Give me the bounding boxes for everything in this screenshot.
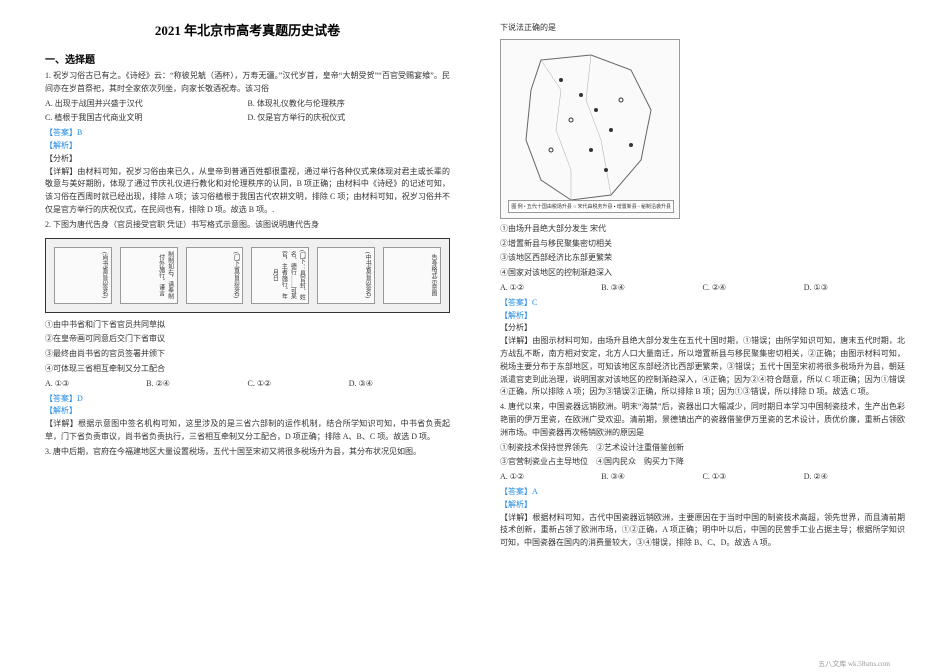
q1-analysis-label: 【解析】 <box>45 140 450 153</box>
q1-intro: 1. 祝岁习俗古已有之。《诗经》云：“称彼兕觥（酒杯），万寿无疆。”汉代岁首，皇… <box>45 70 450 96</box>
figure-col-0: (尚书省官员签名) <box>54 247 112 304</box>
q2-sub4: ④可体现三省相互牵制又分工配合 <box>45 363 450 376</box>
q3-cont: 下说法正确的是 <box>500 22 905 35</box>
q4-optA: A. ①② <box>500 471 601 484</box>
q2-answer: 【答案】D <box>45 393 450 406</box>
map-svg <box>501 40 681 220</box>
q2-sub2: ②在皇帝画可同意后交门下省审议 <box>45 333 450 346</box>
q1-optD: D. 仅是官方举行的庆祝仪式 <box>248 112 451 125</box>
q4-sub1: ①制瓷技术保持世界领先 ②艺术设计注重借鉴创新 <box>500 442 905 455</box>
q3-optB: B. ③④ <box>601 282 702 295</box>
q3-intro: 3. 唐中后期，官府在今福建地区大量设置税场，五代十国至宋初又将很多税场升为县，… <box>45 446 450 459</box>
q3-map: 图 例 • 五代十国由税场升县 ○ 宋代由税务升县 ▪ 增置新县 ▫ 秘制沿袭升… <box>500 39 680 219</box>
figure-col-1: 制制如右，请奉制付外施行。谨言 <box>120 247 178 304</box>
q1-detail: 【详解】由材料可知，祝岁习俗由来已久，从皇帝到普通百姓都很重视，通过举行各种仪式… <box>45 166 450 217</box>
q2-options: A. ①③ B. ②④ C. ①② D. ③④ <box>45 378 450 391</box>
q3-sub2: ②增置新县与移民聚集密切相关 <box>500 238 905 251</box>
q3-analysis-sub: 【分析】 <box>500 322 905 335</box>
q1-optB: B. 体现礼仪教化与伦理秩序 <box>248 98 451 111</box>
right-column: 下说法正确的是 图 例 • 五代十国由税场升县 ○ 宋代由税务升县 ▪ 增置新县… <box>475 20 920 662</box>
q1-answer: 【答案】B <box>45 127 450 140</box>
q2-intro: 2. 下图为唐代告身（官员接受官职 凭证）书写格式示意图。该图说明唐代告身 <box>45 219 450 232</box>
q3-optC: C. ②④ <box>703 282 804 295</box>
q4-sub2: ③官营制瓷业占主导地位 ④国内民众 购买力下降 <box>500 456 905 469</box>
q3-analysis-label: 【解析】 <box>500 310 905 323</box>
q4-options: A. ①② B. ③④ C. ①③ D. ②④ <box>500 471 905 484</box>
left-column: 2021 年北京市高考真题历史试卷 一、选择题 1. 祝岁习俗古已有之。《诗经》… <box>30 20 475 662</box>
q3-options: A. ①② B. ③④ C. ②④ D. ①③ <box>500 282 905 295</box>
figure-col-2: (门下省官员签名) <box>186 247 244 304</box>
q3-sub3: ③该地区西部经济比东部更繁荣 <box>500 252 905 265</box>
q4-answer: 【答案】A <box>500 486 905 499</box>
q2-optD: D. ③④ <box>349 378 450 391</box>
section-1-header: 一、选择题 <box>45 51 450 66</box>
figure-col-3: (门下：具官封、姓名、德行……可某官，主者施行。年月日 <box>251 247 309 304</box>
q3-optA: A. ①② <box>500 282 601 295</box>
figure-col-4: (中书省官员签名) <box>317 247 375 304</box>
q4-detail: 【详解】根据材料可知，古代中国瓷器远销欧洲，主要原因在于当时中国的制瓷技术高超，… <box>500 512 905 550</box>
q2-figure: (尚书省官员签名) 制制如右，请奉制付外施行。谨言 (门下省官员签名) (门下：… <box>45 238 450 313</box>
q2-optB: B. ②④ <box>146 378 247 391</box>
q2-analysis-label: 【解析】 <box>45 405 450 418</box>
footer-watermark: 五八文库 wk.58sms.com <box>818 659 890 669</box>
q1-analysis-sub: 【分析】 <box>45 153 450 166</box>
q2-optA: A. ①③ <box>45 378 146 391</box>
q3-sub1: ①由场升县绝大部分发生 宋代 <box>500 223 905 236</box>
q1-optC: C. 植根于我国古代商业文明 <box>45 112 248 125</box>
figure-col-5: 告身格式示意图 <box>383 247 441 304</box>
q3-optD: D. ①③ <box>804 282 905 295</box>
q4-intro: 4. 唐代以来，中国瓷器远销欧洲。明末“海禁”后，瓷器出口大幅减少，同时期日本学… <box>500 401 905 439</box>
q3-answer: 【答案】C <box>500 297 905 310</box>
q2-optC: C. ①② <box>248 378 349 391</box>
q4-optD: D. ②④ <box>804 471 905 484</box>
q3-sub4: ④国家对该地区的控制渐趋深入 <box>500 267 905 280</box>
q1-optA: A. 出现于战国并兴盛于汉代 <box>45 98 248 111</box>
q1-options: A. 出现于战国并兴盛于汉代 B. 体现礼仪教化与伦理秩序 <box>45 98 450 111</box>
q4-optC: C. ①③ <box>703 471 804 484</box>
map-legend: 图 例 • 五代十国由税场升县 ○ 宋代由税务升县 ▪ 增置新县 ▫ 秘制沿袭升… <box>508 200 674 213</box>
exam-title: 2021 年北京市高考真题历史试卷 <box>45 20 450 39</box>
q2-detail: 【详解】根据示意图中签名机构可知，这里涉及的是三省六部制的运作机制，结合所学知识… <box>45 418 450 444</box>
q2-sub3: ③最终由尚书省的官员签署并颁下 <box>45 348 450 361</box>
q2-sub1: ①由中书省和门下省官员共同草拟 <box>45 319 450 332</box>
q1-options-2: C. 植根于我国古代商业文明 D. 仅是官方举行的庆祝仪式 <box>45 112 450 125</box>
q3-detail: 【详解】由图示材料可知，由场升县绝大部分发生在五代十国时期，①错误；由所学知识可… <box>500 335 905 399</box>
q4-optB: B. ③④ <box>601 471 702 484</box>
q4-analysis-label: 【解析】 <box>500 499 905 512</box>
